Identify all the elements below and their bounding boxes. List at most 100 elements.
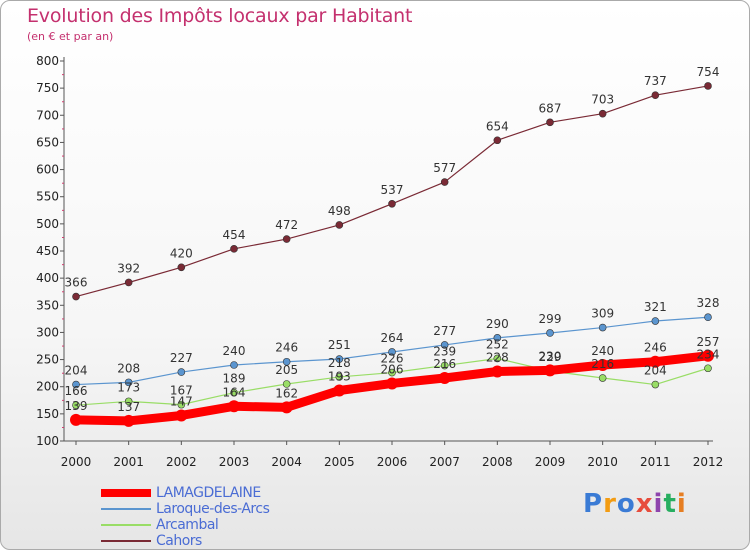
legend-swatch — [101, 524, 151, 526]
data-label: 577 — [433, 161, 456, 175]
y-tick-label: 550 — [36, 190, 59, 204]
data-label: 139 — [65, 399, 88, 413]
data-label: 137 — [117, 400, 140, 414]
x-tick-label: 2012 — [693, 455, 724, 469]
data-point — [122, 414, 135, 427]
data-point — [335, 221, 344, 229]
data-label: 420 — [170, 246, 193, 260]
data-label: 257 — [697, 335, 720, 349]
x-tick-label: 2011 — [640, 455, 671, 469]
data-point — [72, 401, 80, 409]
data-point — [282, 357, 291, 366]
data-point — [335, 355, 344, 363]
data-label: 321 — [644, 300, 667, 314]
data-label: 328 — [697, 296, 720, 310]
y-tick-label: 150 — [36, 407, 59, 421]
x-tick-label: 2001 — [113, 455, 144, 469]
y-tick-label: 350 — [36, 298, 59, 312]
data-point — [546, 329, 554, 337]
axes: 100 150 200 250 300 350 400 450 500 550 600 650 700 7… — [36, 54, 723, 469]
data-point — [438, 372, 451, 385]
data-label: 240 — [591, 344, 614, 358]
data-point — [72, 292, 80, 301]
data-point — [440, 178, 449, 186]
data-label: 228 — [486, 351, 509, 365]
data-label: 290 — [486, 317, 509, 331]
data-point — [440, 341, 449, 349]
data-label: 454 — [223, 228, 246, 242]
data-label: 227 — [170, 351, 193, 365]
data-label: 687 — [539, 101, 562, 115]
data-label: 239 — [433, 345, 456, 359]
data-point — [388, 368, 396, 377]
data-label: 309 — [591, 307, 614, 321]
y-tick-label: 800 — [36, 54, 59, 68]
data-point — [704, 82, 712, 90]
x-tick-label: 2004 — [271, 455, 302, 469]
data-point — [493, 136, 502, 145]
legend-label: Arcambal — [156, 517, 219, 533]
data-point — [651, 317, 660, 325]
data-point — [177, 368, 186, 376]
data-label: 167 — [170, 384, 193, 398]
data-point — [333, 384, 346, 397]
data-point — [491, 365, 504, 378]
data-point — [598, 109, 607, 118]
data-point — [177, 400, 186, 409]
data-point — [493, 354, 502, 363]
data-label: 472 — [275, 218, 298, 232]
data-label: 208 — [117, 361, 140, 375]
data-label: 537 — [381, 183, 404, 197]
data-point — [282, 235, 291, 243]
y-tick-label: 650 — [36, 135, 59, 149]
data-label: 264 — [381, 331, 404, 345]
legend-item: LAMAGDELAINE — [101, 485, 351, 501]
data-point — [124, 397, 133, 406]
data-point — [651, 380, 660, 389]
data-label: 754 — [697, 65, 720, 79]
data-point — [546, 118, 554, 127]
data-label: 193 — [328, 370, 351, 384]
data-point — [230, 245, 238, 253]
data-label: 703 — [591, 93, 614, 107]
data-point — [704, 313, 712, 322]
data-label: 230 — [539, 349, 562, 363]
data-point — [230, 361, 238, 369]
x-tick-label: 2003 — [219, 455, 250, 469]
x-tick-label: 2009 — [535, 455, 566, 469]
data-point — [230, 388, 238, 397]
data-label: 216 — [433, 357, 456, 371]
data-point — [177, 263, 186, 272]
data-point — [649, 355, 662, 368]
y-tick-label: 200 — [36, 380, 59, 394]
x-tick-label: 2008 — [482, 455, 513, 469]
data-point — [228, 400, 240, 413]
data-label: 218 — [328, 356, 351, 370]
data-label: 226 — [381, 352, 404, 366]
data-label: 234 — [697, 347, 720, 361]
data-point — [493, 334, 502, 342]
data-point — [70, 413, 82, 426]
data-label: 366 — [65, 276, 88, 290]
series-group — [70, 82, 714, 427]
data-label: 498 — [328, 204, 351, 218]
x-tick-label: 2000 — [61, 455, 92, 469]
data-point — [72, 380, 80, 389]
x-tick-label: 2010 — [587, 455, 618, 469]
x-tick-label: 2006 — [377, 455, 408, 469]
data-label: 252 — [486, 337, 509, 351]
data-label: 216 — [591, 357, 614, 371]
legend-swatch — [101, 508, 151, 510]
data-point — [598, 323, 607, 332]
data-point — [702, 349, 714, 362]
x-tick-label: 2005 — [324, 455, 355, 469]
data-label: 277 — [433, 324, 456, 338]
data-point — [124, 278, 133, 287]
y-tick-label: 300 — [36, 325, 59, 339]
data-label: 229 — [539, 350, 562, 364]
data-label: 206 — [381, 362, 404, 376]
data-point — [651, 91, 660, 99]
